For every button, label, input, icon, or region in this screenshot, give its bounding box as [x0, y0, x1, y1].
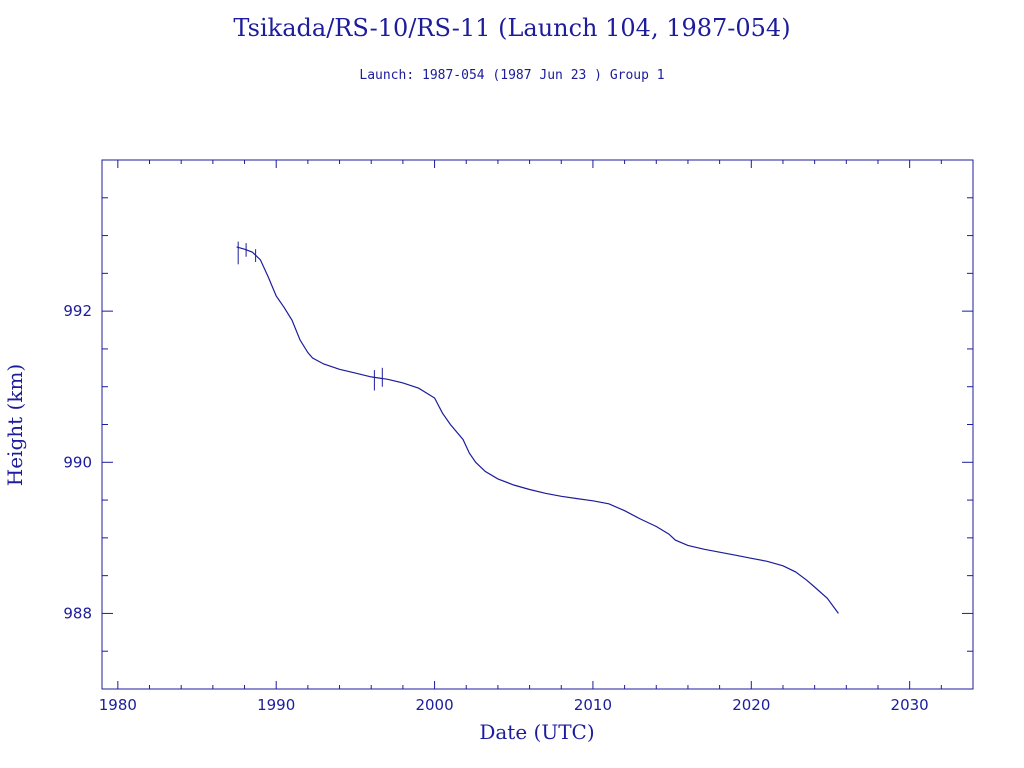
x-tick-label: 1990 [257, 696, 295, 714]
series-group [236, 241, 839, 614]
tick-labels: 1980 1990 2000 2010 2020 2030 988 990 992 [63, 302, 928, 714]
y-tick-label: 988 [63, 604, 92, 622]
y-tick-label: 992 [63, 302, 92, 320]
x-tick-label: 2010 [574, 696, 612, 714]
y-axis-label: Height (km) [3, 364, 27, 486]
tick-marks [102, 159, 974, 690]
x-tick-label: 2030 [891, 696, 929, 714]
y-tick-label: 990 [63, 453, 92, 471]
chart-subtitle: Launch: 1987-054 (1987 Jun 23 ) Group 1 [359, 68, 665, 83]
chart-title: Tsikada/RS-10/RS-11 (Launch 104, 1987-05… [233, 14, 791, 42]
x-tick-label: 2020 [732, 696, 770, 714]
x-axis-label: Date (UTC) [479, 720, 594, 744]
x-tick-label: 1980 [99, 696, 137, 714]
x-tick-label: 2000 [415, 696, 453, 714]
height-series-line [236, 246, 839, 614]
plot-frame [101, 159, 974, 690]
